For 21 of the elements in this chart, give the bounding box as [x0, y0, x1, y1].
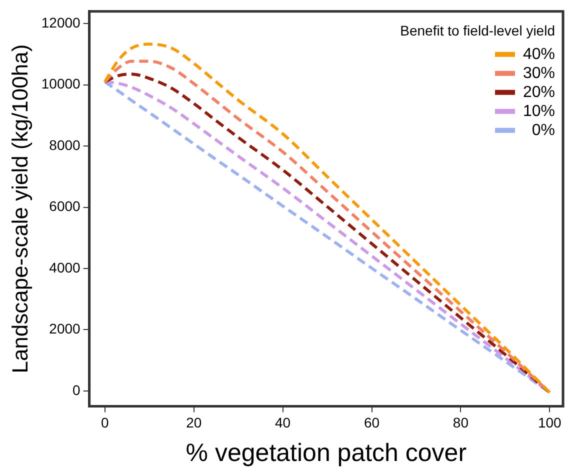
legend-label: 20% — [522, 84, 555, 101]
y-tick-label: 2000 — [49, 320, 81, 337]
x-tick-label: 80 — [452, 414, 469, 430]
x-tick-label: 20 — [186, 414, 202, 430]
legend-label: 10% — [522, 102, 555, 120]
x-tick-label: 100 — [538, 414, 562, 430]
y-tick-label: 6000 — [49, 198, 81, 214]
y-axis-title: Landscape-scale yield (kg/100ha) — [7, 44, 32, 374]
legend-label: 0% — [527, 122, 555, 139]
x-tick-label: 0 — [101, 414, 109, 430]
y-tick-label: 0 — [72, 382, 81, 398]
legend-label: 40% — [522, 46, 555, 63]
y-tick-label: 8000 — [49, 136, 81, 153]
legend-label: 30% — [522, 64, 555, 82]
x-axis-title: % vegetation patch cover — [186, 438, 467, 467]
legend-title: Benefit to field-level yield — [400, 22, 555, 38]
x-tick-label: 40 — [275, 414, 291, 430]
y-tick-label: 10000 — [41, 76, 81, 92]
x-tick-label: 60 — [364, 414, 380, 430]
y-tick-label: 4000 — [49, 259, 81, 276]
y-tick-label: 12000 — [41, 14, 81, 30]
